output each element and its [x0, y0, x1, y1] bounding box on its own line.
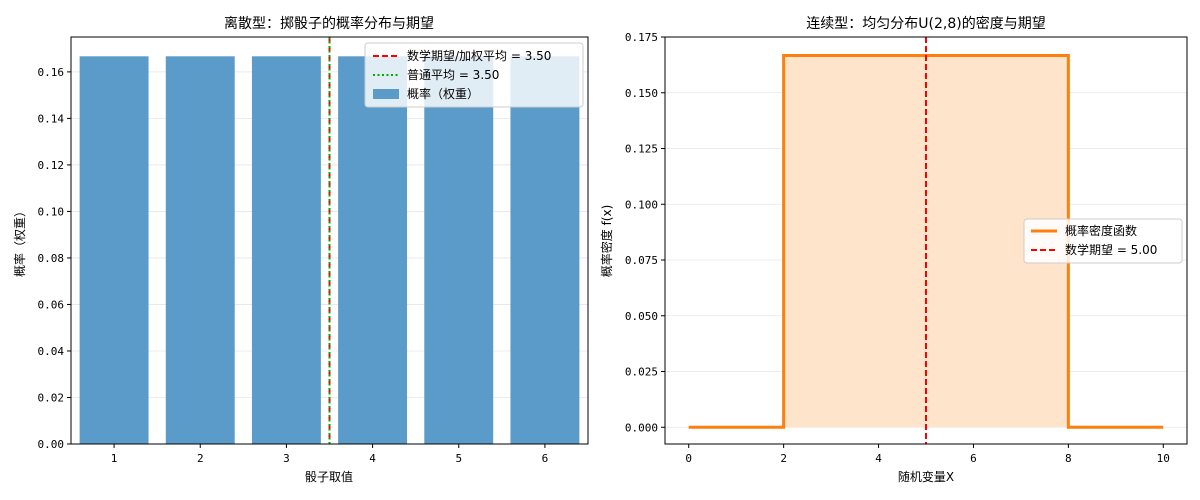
- chart2-x-tick-label: 8: [1065, 452, 1072, 465]
- chart2-y-tick-label: 0.175: [625, 31, 658, 44]
- chart2-title: 连续型：均匀分布U(2,8)的密度与期望: [806, 15, 1045, 32]
- chart2-x-ticks: 0 2 4 6 8 10: [685, 444, 1170, 465]
- chart1-legend-swatch: [373, 89, 399, 99]
- chart1-x-tick-label: 4: [369, 452, 376, 465]
- chart2-x-tick-label: 10: [1157, 452, 1170, 465]
- chart1-title: 离散型：掷骰子的概率分布与期望: [224, 15, 434, 32]
- chart2-y-label: 概率密度 f(x): [599, 205, 614, 278]
- chart1-y-tick-label: 0.08: [38, 252, 65, 265]
- chart1-x-tick-label: 5: [455, 452, 462, 465]
- chart2-y-tick-label: 0.075: [625, 254, 658, 267]
- chart1-y-tick-label: 0.00: [38, 438, 65, 451]
- chart1-bar: [510, 56, 580, 444]
- chart1-y-tick-label: 0.02: [38, 391, 65, 404]
- chart2-y-tick-label: 0.125: [625, 143, 658, 156]
- chart2-x-tick-label: 0: [685, 452, 692, 465]
- chart2-x-label: 随机变量X: [898, 469, 954, 484]
- chart1-y-ticks: 0.00 0.02 0.04 0.06 0.08 0.10 0.12 0.14 0.16: [38, 66, 71, 451]
- chart2-x-tick-label: 2: [780, 452, 787, 465]
- chart1-x-label: 骰子取值: [305, 469, 353, 484]
- chart1-legend: 数学期望/加权平均 = 3.50 普通平均 = 3.50 概率（权重）: [364, 42, 584, 108]
- chart1-bar: [338, 56, 408, 444]
- chart2-y-tick-label: 0.025: [625, 366, 658, 379]
- chart1-legend-label: 普通平均 = 3.50: [407, 68, 499, 82]
- chart1-bar: [165, 56, 235, 444]
- chart2-legend-label: 概率密度函数: [1065, 223, 1137, 238]
- chart1-x-ticks: 1 2 3 4 5 6: [111, 444, 548, 465]
- chart1-y-tick-label: 0.12: [38, 159, 65, 172]
- chart2-y-tick-label: 0.050: [625, 310, 658, 323]
- chart1-x-tick-label: 1: [111, 452, 118, 465]
- chart1-x-tick-label: 3: [283, 452, 290, 465]
- chart1-legend-label: 概率（权重）: [407, 86, 479, 101]
- chart2-x-tick-label: 4: [875, 452, 882, 465]
- chart2-legend-label: 数学期望 = 5.00: [1065, 242, 1157, 257]
- chart1-bars: [79, 56, 580, 444]
- chart1-y-tick-label: 0.14: [38, 112, 65, 125]
- chart1-legend-box: [364, 42, 584, 108]
- chart2-y-tick-label: 0.100: [625, 198, 658, 211]
- chart1-x-tick-label: 6: [542, 452, 549, 465]
- chart1-bar: [424, 56, 494, 444]
- chart2-axes-frame: [664, 36, 1188, 445]
- chart1-y-tick-label: 0.04: [38, 345, 65, 358]
- chart1-x-tick-label: 2: [197, 452, 204, 465]
- chart2-x-tick-label: 6: [970, 452, 977, 465]
- chart2-legend-box: [1023, 218, 1183, 264]
- chart1-y-tick-label: 0.10: [38, 205, 65, 218]
- chart2-y-ticks: 0.000 0.025 0.050 0.075 0.100 0.125 0.150 0.175: [625, 31, 665, 434]
- chart1-bar: [79, 56, 149, 444]
- chart1-bar: [251, 56, 321, 444]
- chart1-y-tick-label: 0.16: [38, 66, 65, 79]
- chart1-y-tick-label: 0.06: [38, 298, 65, 311]
- continuous-chart: 连续型：均匀分布U(2,8)的密度与期望 0 2 4 6 8 10 0.0000.0250…: [599, 15, 1188, 484]
- chart2-y-tick-label: 0.000: [625, 421, 658, 434]
- chart1-y-label: 概率（权重）: [12, 205, 27, 277]
- chart1-legend-label: 数学期望/加权平均 = 3.50: [407, 48, 551, 63]
- chart2-y-tick-label: 0.150: [625, 87, 658, 100]
- chart1-axes-frame: [70, 36, 589, 445]
